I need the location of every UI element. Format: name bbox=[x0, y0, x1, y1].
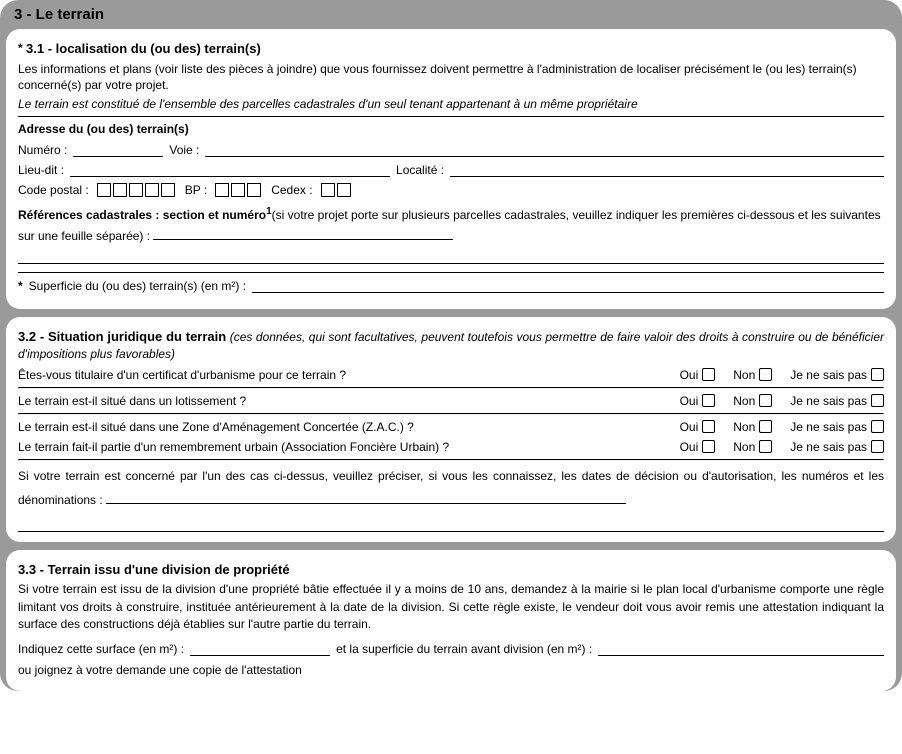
label-bp: BP : bbox=[185, 183, 207, 197]
input-voie[interactable] bbox=[205, 143, 884, 157]
input-refcad-2[interactable] bbox=[18, 250, 884, 264]
opt-oui-label: Oui bbox=[680, 368, 699, 382]
section-header: 3 - Le terrain bbox=[0, 0, 902, 25]
input-bp[interactable] bbox=[215, 183, 263, 197]
opt-nsp-label: Je ne sais pas bbox=[790, 420, 867, 434]
divider bbox=[18, 387, 884, 389]
opt-nsp-label: Je ne sais pas bbox=[790, 368, 867, 382]
opt-non-label: Non bbox=[733, 368, 755, 382]
input-cp[interactable] bbox=[97, 183, 177, 197]
checkbox-q2-oui[interactable] bbox=[702, 394, 715, 407]
asterisk: * bbox=[18, 279, 23, 293]
checkbox-q1-nsp[interactable] bbox=[871, 368, 884, 381]
divider bbox=[18, 272, 884, 273]
subsection-3-2-title: 3.2 - Situation juridique du terrain bbox=[18, 329, 226, 344]
label-refcad: Références cadastrales : section et numé… bbox=[18, 208, 266, 222]
opt-non-label: Non bbox=[733, 420, 755, 434]
question-row: Le terrain est-il situé dans un lotissem… bbox=[18, 391, 884, 411]
input-superficie[interactable] bbox=[252, 279, 884, 293]
checkbox-q1-non[interactable] bbox=[759, 368, 772, 381]
asterisk: * bbox=[18, 41, 23, 55]
checkbox-q4-oui[interactable] bbox=[702, 440, 715, 453]
checkbox-q3-oui[interactable] bbox=[702, 420, 715, 433]
label-surface: Indiquez cette surface (en m²) : bbox=[18, 642, 184, 656]
input-cedex[interactable] bbox=[321, 183, 353, 197]
checkbox-q4-non[interactable] bbox=[759, 440, 772, 453]
address-heading: Adresse du (ou des) terrain(s) bbox=[18, 121, 884, 137]
question-row: Êtes-vous titulaire d'un certificat d'ur… bbox=[18, 365, 884, 385]
opt-oui-label: Oui bbox=[680, 420, 699, 434]
subsection-3-3-title: 3.3 - Terrain issu d'une division de pro… bbox=[18, 561, 884, 579]
checkbox-q3-nsp[interactable] bbox=[871, 420, 884, 433]
q2-text: Le terrain est-il situé dans un lotissem… bbox=[18, 394, 544, 408]
input-lieudit[interactable] bbox=[70, 163, 390, 177]
q4-text: Le terrain fait-il partie d'un remembrem… bbox=[18, 440, 544, 454]
divider bbox=[18, 459, 884, 461]
divider bbox=[18, 116, 884, 117]
input-localite[interactable] bbox=[450, 163, 884, 177]
divider bbox=[18, 413, 884, 415]
label-cp: Code postal : bbox=[18, 183, 89, 197]
label-superficie-avant: et la superficie du terrain avant divisi… bbox=[336, 642, 592, 656]
question-row: Le terrain est-il situé dans une Zone d'… bbox=[18, 417, 884, 437]
intro-text: Les informations et plans (voir liste de… bbox=[18, 61, 884, 93]
input-numero[interactable] bbox=[73, 143, 163, 157]
checkbox-q2-nsp[interactable] bbox=[871, 394, 884, 407]
subsection-3-1-title: 3.1 - localisation du (ou des) terrain(s… bbox=[26, 41, 261, 56]
opt-oui-label: Oui bbox=[680, 440, 699, 454]
opt-nsp-label: Je ne sais pas bbox=[790, 440, 867, 454]
input-precise-2[interactable] bbox=[18, 518, 884, 532]
opt-nsp-label: Je ne sais pas bbox=[790, 394, 867, 408]
label-superficie: Superficie du (ou des) terrain(s) (en m²… bbox=[29, 279, 246, 293]
question-row: Le terrain fait-il partie d'un remembrem… bbox=[18, 437, 884, 457]
checkbox-q1-oui[interactable] bbox=[702, 368, 715, 381]
label-localite: Localité : bbox=[396, 163, 444, 177]
opt-non-label: Non bbox=[733, 440, 755, 454]
input-refcad-1[interactable] bbox=[153, 226, 453, 240]
q3-text: Le terrain est-il situé dans une Zone d'… bbox=[18, 420, 544, 434]
s33-para: Si votre terrain est issu de la division… bbox=[18, 581, 884, 633]
label-lieudit: Lieu-dit : bbox=[18, 163, 64, 177]
label-numero: Numéro : bbox=[18, 143, 67, 157]
input-precise-1[interactable] bbox=[106, 490, 626, 504]
checkbox-q4-nsp[interactable] bbox=[871, 440, 884, 453]
form-section-3: 3 - Le terrain * 3.1 - localisation du (… bbox=[0, 0, 902, 691]
panel-3-3: 3.3 - Terrain issu d'une division de pro… bbox=[6, 550, 896, 691]
q1-text: Êtes-vous titulaire d'un certificat d'ur… bbox=[18, 368, 544, 382]
panel-3-2: 3.2 - Situation juridique du terrain (ce… bbox=[6, 317, 896, 542]
checkbox-q2-non[interactable] bbox=[759, 394, 772, 407]
opt-oui-label: Oui bbox=[680, 394, 699, 408]
input-surface[interactable] bbox=[190, 642, 330, 656]
terrain-note: Le terrain est constitué de l'ensemble d… bbox=[18, 96, 884, 112]
or-text: ou joignez à votre demande une copie de … bbox=[18, 662, 884, 678]
opt-non-label: Non bbox=[733, 394, 755, 408]
label-voie: Voie : bbox=[169, 143, 199, 157]
input-superficie-avant[interactable] bbox=[598, 642, 884, 656]
label-cedex: Cedex : bbox=[271, 183, 312, 197]
checkbox-q3-non[interactable] bbox=[759, 420, 772, 433]
panel-3-1: * 3.1 - localisation du (ou des) terrain… bbox=[6, 29, 896, 309]
